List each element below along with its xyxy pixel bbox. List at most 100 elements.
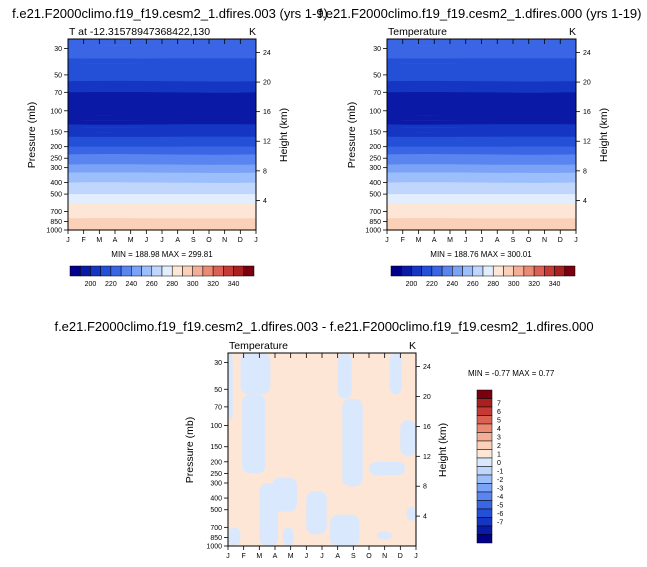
panel-3-axes: J F M A M J J A S O N D J 30 50 70 100 150 200 250 300 400 500… [206, 353, 431, 560]
panel-3-plot-area [227, 352, 417, 547]
temperature-band [387, 218, 576, 223]
colorbar-swatch [476, 474, 493, 484]
y-tick-label: 100 [210, 423, 222, 430]
panel-1-min-max: MIN = 188.98 MAX = 299.81 [111, 250, 213, 259]
colorbar-label: -4 [497, 494, 503, 501]
colorbar-swatch [223, 265, 234, 277]
temperature-band [387, 150, 576, 155]
y-tick-label: 400 [50, 180, 62, 187]
colorbar-label: 2 [497, 443, 501, 450]
x-tick-label: J [320, 553, 324, 560]
y-tick-label: 150 [50, 129, 62, 136]
height-tick-label: 16 [423, 424, 431, 431]
colorbar-label: -2 [497, 477, 503, 484]
temperature-band [387, 62, 576, 68]
temperature-band [68, 167, 256, 174]
temperature-band [387, 161, 576, 166]
colorbar-label: 240 [125, 281, 137, 288]
negative-anomaly-region [242, 394, 266, 474]
x-tick-label: J [414, 553, 418, 560]
height-tick-label: 24 [583, 50, 591, 57]
temperature-band [387, 196, 576, 202]
colorbar-swatch [513, 265, 525, 277]
colorbar-swatch [141, 265, 153, 277]
x-tick-label: F [401, 237, 405, 244]
temperature-band [68, 67, 256, 72]
x-tick-label: O [366, 553, 372, 560]
height-tick-label: 24 [423, 364, 431, 371]
y-tick-label: 850 [210, 535, 222, 542]
y-tick-label: 30 [373, 46, 381, 53]
temperature-band [68, 94, 256, 98]
temperature-band [387, 131, 576, 138]
colorbar-swatch [69, 265, 81, 277]
colorbar-label: 280 [166, 281, 178, 288]
colorbar-swatch [476, 517, 493, 527]
x-tick-label: M [288, 553, 294, 560]
x-tick-label: J [385, 237, 389, 244]
temperature-band [68, 70, 256, 76]
negative-anomaly-region [329, 514, 360, 546]
colorbar-swatch [110, 265, 122, 277]
temperature-band [68, 106, 256, 112]
colorbar-label: 6 [497, 409, 501, 416]
height-tick-label: 12 [263, 139, 271, 146]
temperature-band [68, 194, 256, 198]
panel-3-right-axis-label: Height (km) [437, 423, 449, 477]
colorbar-label: 280 [487, 281, 499, 288]
height-tick-label: 8 [263, 168, 267, 175]
y-tick-label: 200 [50, 144, 62, 151]
x-tick-label: S [191, 237, 196, 244]
panel-2-left-string: Temperature [388, 26, 447, 38]
colorbar-label: -7 [497, 519, 503, 526]
panel-1-title: f.e21.F2000climo.f19_f19.cesm2_1.dfires.… [12, 6, 328, 21]
height-tick-label: 24 [263, 50, 271, 57]
y-tick-label: 30 [54, 46, 62, 53]
colorbar-swatch [400, 265, 412, 277]
height-tick-label: 8 [583, 168, 587, 175]
colorbar-swatch [452, 265, 463, 277]
x-tick-label: M [447, 237, 453, 244]
colorbar-swatch [100, 265, 112, 277]
temperature-band [68, 77, 256, 82]
negative-anomaly-region [400, 420, 416, 457]
temperature-band [387, 221, 576, 225]
colorbar-swatch [462, 265, 474, 277]
y-tick-label: 150 [210, 444, 222, 451]
colorbar-swatch [482, 265, 494, 277]
colorbar-swatch [476, 440, 493, 450]
colorbar-swatch [503, 265, 514, 277]
temperature-band [387, 67, 576, 72]
height-tick-label: 12 [423, 454, 431, 461]
temperature-band [68, 48, 256, 55]
temperature-band [68, 136, 256, 143]
y-tick-label: 700 [369, 209, 381, 216]
temperature-band [68, 205, 256, 210]
x-tick-label: F [82, 237, 86, 244]
y-tick-label: 500 [369, 192, 381, 199]
y-tick-label: 70 [373, 90, 381, 97]
colorbar-swatch [431, 265, 443, 277]
colorbar-swatch [476, 534, 493, 544]
x-tick-label: J [160, 237, 164, 244]
colorbar-label: 4 [497, 426, 501, 433]
panel-1-y-axis-label: Pressure (mb) [26, 102, 38, 169]
colorbar-label: 300 [508, 281, 520, 288]
temperature-band [68, 131, 256, 138]
y-tick-label: 50 [54, 72, 62, 79]
colorbar-label: 260 [146, 281, 158, 288]
negative-anomaly-region [228, 353, 233, 421]
panel-1-temperature-field [68, 39, 256, 231]
temperature-band [387, 182, 576, 188]
temperature-band [68, 98, 256, 104]
colorbar-swatch [476, 432, 493, 442]
temperature-band [68, 62, 256, 68]
panel-2-right-axis-label: Height (km) [598, 108, 610, 162]
colorbar-swatch [492, 265, 504, 277]
y-tick-label: 70 [214, 404, 222, 411]
colorbar-label: -1 [497, 468, 503, 475]
temperature-band [68, 189, 256, 195]
y-tick-label: 200 [210, 459, 222, 466]
panel-2-title: f.e21.F2000climo.f19_f19.cesm2_1.dfires.… [318, 6, 641, 21]
colorbar-swatch [390, 265, 402, 277]
